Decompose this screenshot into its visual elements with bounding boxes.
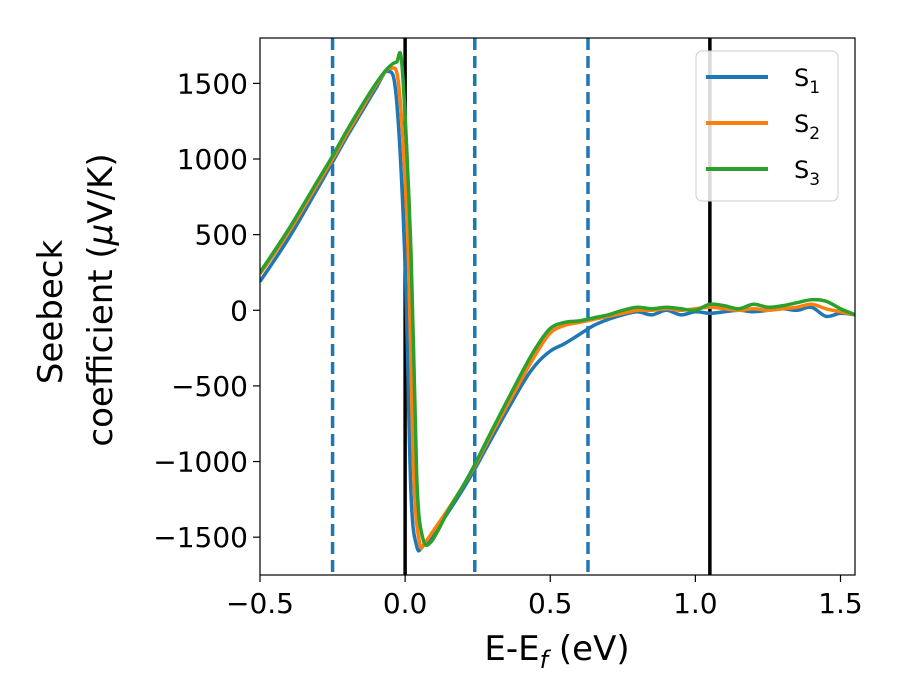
y-tick-label: −1500 (153, 521, 248, 554)
x-axis-label: E-Ef (eV) (484, 629, 629, 674)
y-tick-label: −500 (171, 370, 248, 403)
series-line-2 (260, 66, 855, 550)
y-tick-label: 1000 (177, 143, 248, 176)
legend-label-1: S1 (794, 64, 820, 98)
plot-frame (259, 37, 856, 576)
y-axis-ticks: −1500 −1000 −500 0 500 1000 1500 (153, 67, 260, 554)
y-axis-label-line2: coefficient (μV/K) (81, 153, 121, 446)
x-tick-label: 1.0 (673, 587, 718, 620)
legend-label-3: S3 (794, 156, 820, 190)
legend-label-2: S2 (794, 110, 820, 144)
x-tick-label: 0.0 (383, 587, 428, 620)
y-tick-label: 1500 (177, 67, 248, 100)
y-tick-label: −1000 (153, 446, 248, 479)
legend-box (695, 50, 839, 202)
y-tick-label: 0 (230, 294, 248, 327)
x-axis-ticks: −0.5 0.0 0.5 1.0 1.5 (226, 575, 863, 620)
series-line-3 (260, 50, 855, 547)
legend: S1 S2 S3 (695, 50, 839, 202)
x-tick-label: 1.5 (818, 587, 863, 620)
y-axis-label-line1: Seebeck (31, 240, 71, 385)
y-tick-label: 500 (195, 219, 248, 252)
series-lines (260, 50, 855, 553)
x-tick-label: −0.5 (226, 587, 294, 620)
vertical-reference-lines (330, 38, 712, 575)
x-tick-label: 0.5 (528, 587, 573, 620)
